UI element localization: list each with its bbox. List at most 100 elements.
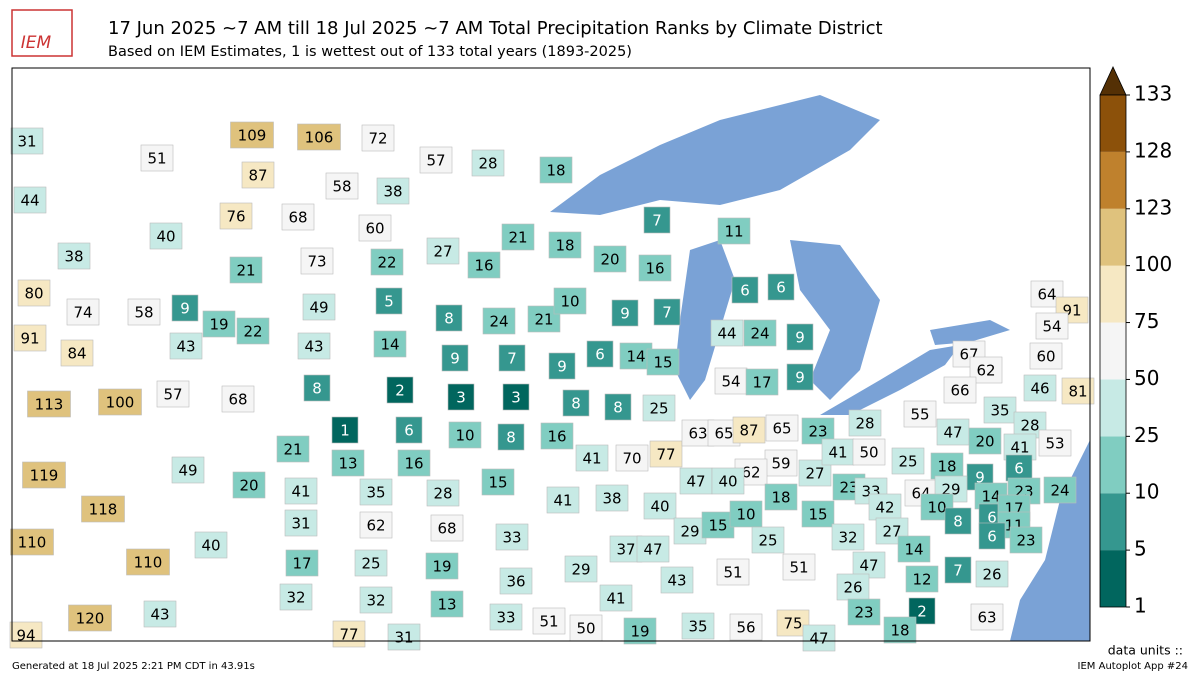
district-rank: 21 [508,229,527,247]
district-rank: 10 [560,293,579,311]
district-cell [575,444,609,472]
district-rank: 10 [455,427,474,445]
district-rank: 32 [838,529,857,547]
district-cell [852,438,886,466]
district-rank: 65 [714,425,733,443]
colorbar-tick-label: 128 [1134,138,1172,162]
district-cell [499,567,533,595]
district-cell [548,352,576,380]
district-rank: 33 [502,529,521,547]
district-rank: 68 [288,209,307,227]
colorbar-bin [1100,95,1126,152]
district-rank: 84 [67,345,86,363]
district-rank: 35 [990,402,1009,420]
district-cell [609,535,643,563]
district-rank: 60 [1036,348,1055,366]
district-cell [202,310,236,338]
district-cell [471,149,505,177]
district-rank: 15 [808,506,827,524]
district-cell [562,389,590,417]
district-cell [548,231,582,259]
district-cell [1009,526,1043,554]
district-rank: 109 [238,127,267,145]
district-rank: 15 [488,474,507,492]
district-rank: 17 [292,555,311,573]
district-rank: 25 [361,555,380,573]
district-rank: 94 [16,627,35,645]
district-rank: 51 [539,613,558,631]
district-cell [354,549,388,577]
district-cell [284,477,318,505]
district-rank: 36 [506,573,525,591]
district-rank: 23 [839,479,858,497]
district-rank: 31 [291,515,310,533]
district-cell [1023,374,1057,402]
district-cell [171,456,205,484]
district-rank: 24 [489,313,508,331]
district-cell [361,124,395,152]
district-cell [68,604,112,632]
district-cell [765,414,799,442]
district-cell [435,304,463,332]
district-rank: 81 [1068,383,1087,401]
district-rank: 51 [723,564,742,582]
district-cell [586,340,614,368]
district-rank: 32 [366,592,385,610]
district-cell [891,447,925,475]
district-rank: 70 [622,450,641,468]
district-rank: 22 [243,323,262,341]
district-rank: 57 [163,386,182,404]
district-cell [300,247,334,275]
district-rank: 58 [332,178,351,196]
district-rank: 27 [882,523,901,541]
district-rank: 16 [474,257,493,275]
district-rank: 110 [134,554,163,572]
district-rank: 10 [927,499,946,517]
district-rank: 27 [805,465,824,483]
district-rank: 6 [595,346,605,364]
district-rank: 11 [724,223,743,241]
district-rank: 7 [662,304,672,322]
district-rank: 35 [688,618,707,636]
district-rank: 43 [176,338,195,356]
district-rank: 14 [981,488,1000,506]
district-rank: 28 [855,415,874,433]
district-cell [968,427,1002,455]
district-cell [370,248,404,276]
district-rank: 18 [771,489,790,507]
district-rank: 62 [366,517,385,535]
district-cell [883,616,917,644]
district-cell [331,449,365,477]
district-cell [619,342,653,370]
district-rank: 18 [890,622,909,640]
district-cell [681,612,715,640]
district-cell [714,367,748,395]
district-cell [716,558,750,586]
district-cell [221,385,255,413]
district-rank: 63 [977,609,996,627]
colorbar-tick-label: 25 [1134,423,1159,447]
district-rank: 59 [771,455,790,473]
district-cell [297,332,331,360]
district-rank: 28 [1020,417,1039,435]
district-rank: 10 [736,506,755,524]
district-rank: 9 [795,369,805,387]
district-rank: 37 [616,541,635,559]
lake-erie [820,345,960,415]
colorbar-tick-label: 5 [1134,537,1147,561]
district-cell [852,551,886,579]
district-rank: 14 [626,348,645,366]
district-rank: 20 [239,477,258,495]
district-rank: 16 [645,260,664,278]
district-rank: 2 [395,382,405,400]
district-cell [481,468,515,496]
subtitle: Based on IEM Estimates, 1 is wettest out… [108,44,632,60]
district-rank: 9 [450,350,460,368]
district-rank: 113 [35,396,64,414]
district-cell [679,467,713,495]
district-rank: 64 [1037,286,1056,304]
district-rank: 8 [953,513,963,531]
district-rank: 18 [546,162,565,180]
district-cell [230,121,274,149]
district-rank: 25 [758,532,777,550]
